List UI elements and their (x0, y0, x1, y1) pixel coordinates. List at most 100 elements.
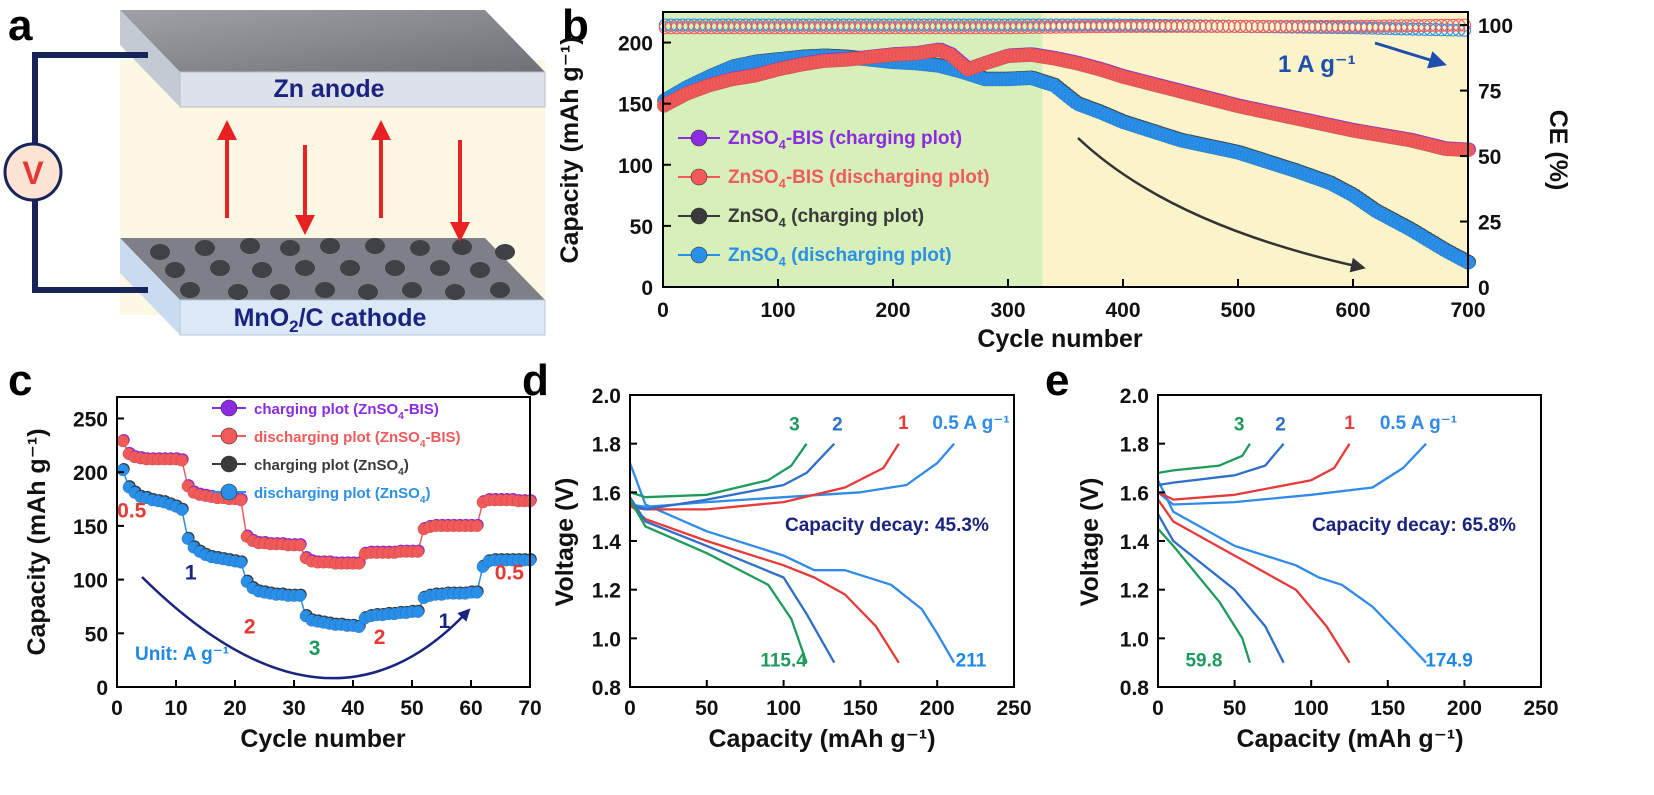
curve-labels-e: 3 2 1 0.5 A g⁻¹ 59.8 174.9 (1185, 413, 1472, 671)
x-tick-label-b: 100 (760, 299, 795, 322)
x-tick-label-c: 50 (400, 697, 423, 720)
cathode-top-face (120, 238, 545, 300)
rate-label-c: 0.5 (117, 499, 147, 522)
y2-axis-label-b: CE (%) (1544, 110, 1572, 191)
axes-d: 0 50 100 150 200 250 0.8 1.0 1.2 1.4 1.6 1.8 2.0 (592, 385, 1032, 720)
mno2-particle (410, 240, 430, 256)
mno2-particle (195, 240, 215, 256)
rate-label-e: 0.5 A g⁻¹ (1380, 413, 1457, 434)
x-tick-label-e: 50 (1223, 697, 1246, 720)
legend-entry-c-text: discharging plot (ZnSO4) (254, 485, 431, 506)
x-axis-label-d: Capacity (mAh g⁻¹) (708, 725, 935, 753)
panel-a: a Zn anode MnO2/C cathode V (3, 1, 546, 336)
y2-tick-label-b: 0 (1478, 277, 1490, 300)
y-tick-label-b: 100 (618, 155, 653, 178)
rate-label-c: 3 (309, 637, 321, 660)
mno2-particle (315, 282, 335, 298)
gcd-curve-d (629, 442, 955, 509)
gcd-curve-e (1156, 479, 1427, 664)
legend-entry-b-text: ZnSO4-BIS (discharging plot) (728, 167, 990, 191)
y-tick-label-c: 0 (96, 677, 108, 700)
x-tick-label-d: 100 (766, 697, 801, 720)
panel-d: d 0 50 100 150 200 250 0.8 1.0 1.2 1.4 1.6 1.8 2.0 C… (522, 356, 1032, 753)
x-tick-label-b: 400 (1105, 299, 1140, 322)
y-axis-label-c: Capacity (mAh g⁻¹) (23, 428, 51, 655)
mno2-particle (402, 282, 422, 298)
gcd-curve-d (629, 499, 808, 664)
y-axis-label-b: Capacity (mAh g⁻¹) (556, 36, 584, 263)
voltmeter-icon (3, 142, 63, 202)
legend-entry-c-marker (220, 455, 238, 473)
rate-label-d: 1 (898, 413, 909, 434)
y2-tick-label-b: 25 (1478, 212, 1502, 235)
mno2-particle (358, 284, 378, 300)
y-tick-label-c: 150 (73, 516, 108, 539)
gcd-curve-e (1157, 442, 1427, 506)
y-tick-label-c: 200 (73, 462, 108, 485)
x-tick-label-b: 500 (1220, 299, 1255, 322)
legend-entry-c-text: charging plot (ZnSO4) (254, 457, 409, 478)
discharge-point-znso4 (116, 463, 130, 477)
discharge-point-bis (293, 538, 307, 552)
x-axis-label-c: Cycle number (240, 725, 406, 753)
y-axis-label-e: Voltage (V) (1076, 478, 1104, 607)
gcd-curve-d (629, 503, 900, 664)
shaded-region-yellow (1042, 12, 1468, 287)
capacity-decay-e: Capacity decay: 65.8% (1312, 515, 1516, 536)
mno2-particle (150, 244, 170, 260)
x-tick-label-b: 200 (875, 299, 910, 322)
decay-arrow-icon (1077, 137, 1366, 273)
x-tick-label-d: 250 (996, 697, 1031, 720)
x-tick-label-c: 30 (282, 697, 305, 720)
mno2-particle (165, 262, 185, 278)
rate-label-c: 2 (374, 626, 386, 649)
plot-frame-e (1157, 394, 1542, 688)
rate-label-d: 2 (832, 414, 843, 435)
rate-label-e: 3 (1234, 414, 1245, 435)
rate-label-d: 0.5 A g⁻¹ (932, 413, 1009, 434)
x-tick-label-d: 200 (920, 697, 955, 720)
panel-e: e 0 50 100 150 200 250 0.8 1.0 1.2 1.4 1.6 1.8 2.0 C… (1045, 356, 1559, 753)
plot-area-c (116, 433, 537, 634)
y-tick-label-e: 1.0 (1120, 628, 1149, 651)
y-axis-label-d: Voltage (V) (551, 478, 579, 607)
discharge-point-bis (175, 454, 189, 467)
discharge-point-znso4 (234, 556, 248, 569)
gcd-curve-e (1157, 443, 1251, 475)
mno2-particle (430, 260, 450, 276)
legend-c: charging plot (ZnSO4-BIS) discharging plo… (212, 399, 461, 506)
plot-area-d (628, 442, 956, 664)
axes-e: 0 50 100 150 200 250 0.8 1.0 1.2 1.4 1.6 1.8 2.0 (1120, 385, 1559, 720)
rate-label-e: 2 (1275, 414, 1286, 435)
legend-entry-c-text: charging plot (ZnSO4-BIS) (254, 401, 439, 422)
end-capacity-label-e: 59.8 (1185, 650, 1222, 671)
end-capacity-label-d: 211 (956, 650, 987, 671)
y-tick-label-e: 1.2 (1120, 580, 1149, 603)
plot-frame-b (662, 11, 1469, 288)
legend-entry-b-text: ZnSO4 (discharging plot) (728, 245, 952, 269)
y-tick-label-d: 1.4 (592, 531, 622, 554)
discharge-point-znso4 (352, 620, 366, 634)
legend-b: ZnSO4-BIS (charging plot) ZnSO4-BIS (disc… (678, 128, 990, 269)
y2-tick-label-b: 100 (1478, 15, 1513, 38)
x-tick-label-c: 70 (518, 697, 541, 720)
y-tick-label-e: 1.6 (1120, 482, 1149, 505)
mno2-particle (228, 284, 248, 300)
panel-label-d: d (522, 356, 549, 405)
x-tick-label-c: 40 (341, 697, 364, 720)
y-tick-label-d: 0.8 (592, 677, 622, 700)
x-tick-label-c: 10 (164, 697, 187, 720)
mno2-particle (270, 284, 290, 300)
y-tick-label-e: 2.0 (1120, 385, 1149, 408)
x-tick-label-c: 0 (111, 697, 123, 720)
y-tick-label-c: 100 (73, 570, 108, 593)
x-tick-label-c: 20 (223, 697, 246, 720)
curve-labels-d: 3 2 1 0.5 A g⁻¹ 115.4 211 (760, 413, 1009, 671)
discharge-point-znso4 (470, 586, 484, 599)
gcd-curve-e (1157, 498, 1351, 664)
mno2-particle (280, 240, 300, 256)
gcd-curve-d (629, 443, 808, 499)
gcd-curve-e (1157, 443, 1351, 501)
panel-label-c: c (8, 356, 32, 405)
panel-label-a: a (8, 1, 33, 50)
